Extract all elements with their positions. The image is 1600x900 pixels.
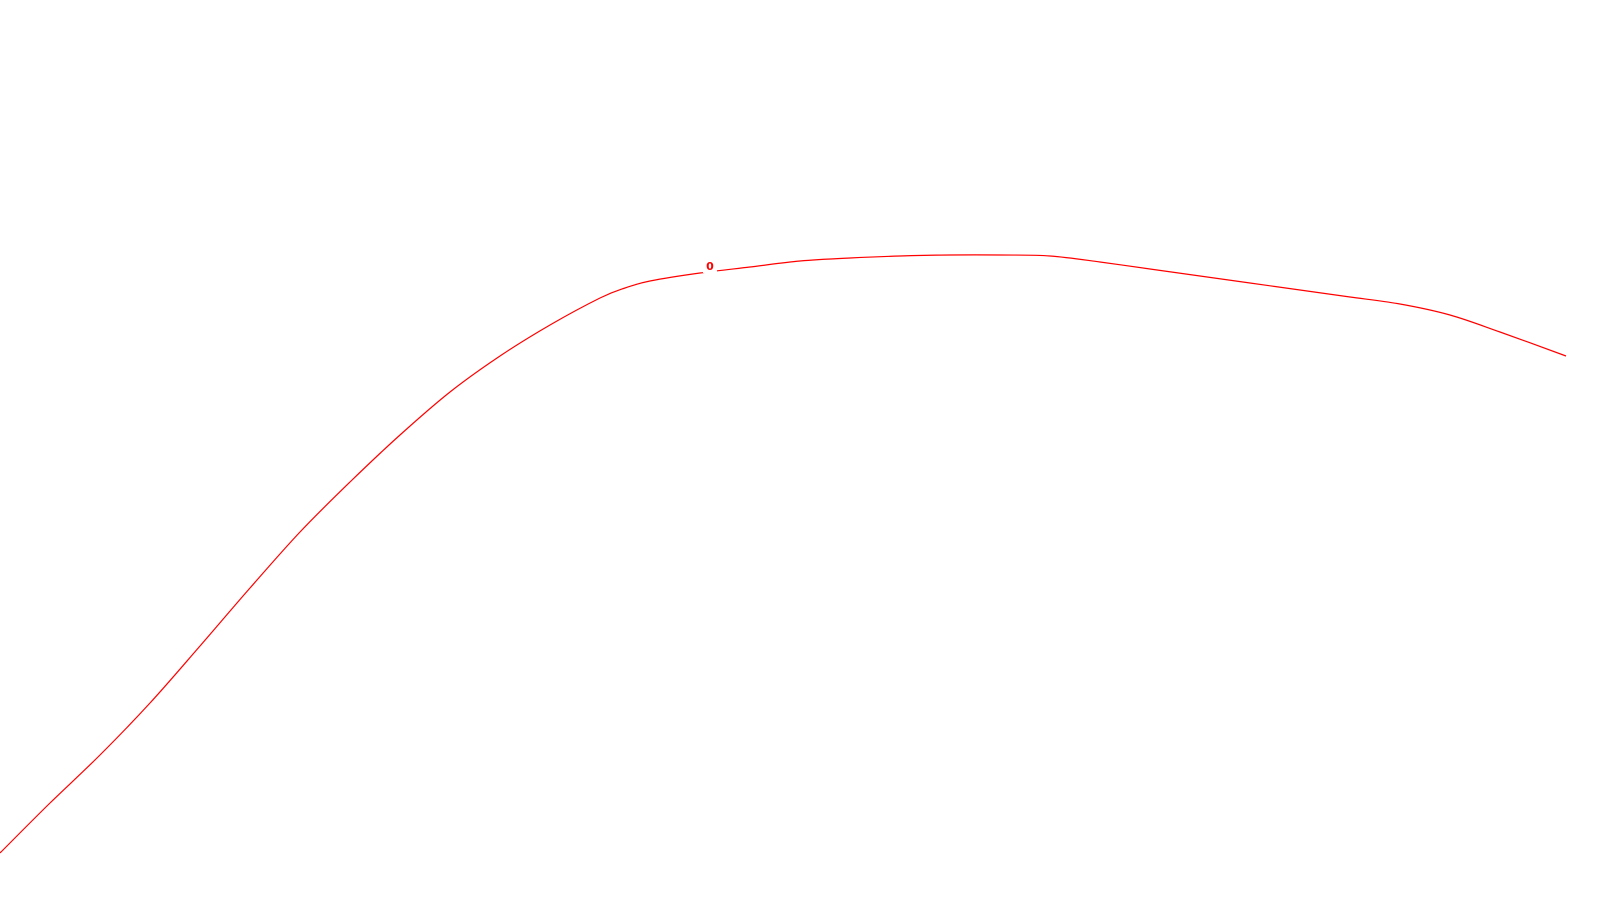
contour-label-background <box>703 259 717 273</box>
contour-line-0 <box>0 254 1567 854</box>
contour-level-label: 0 <box>706 260 714 273</box>
